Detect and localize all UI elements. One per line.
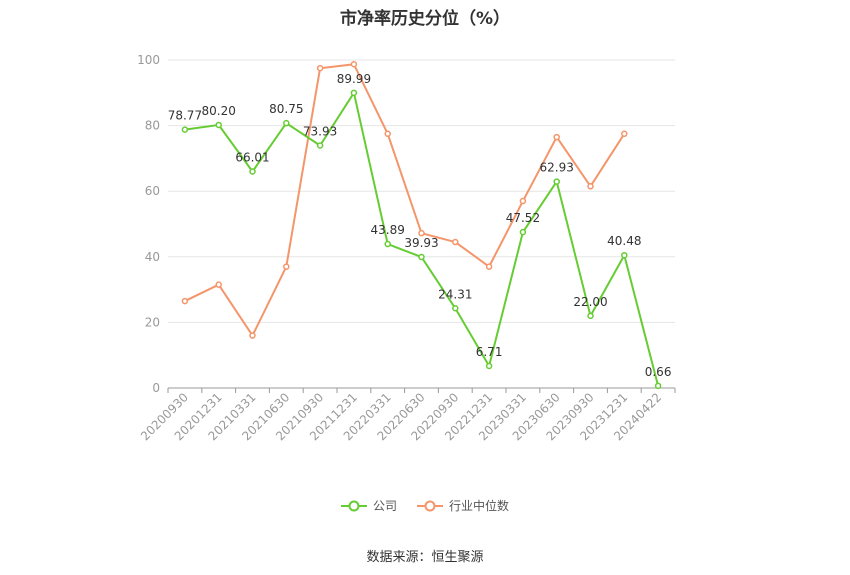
company-data-label: 22.00 (573, 295, 607, 309)
company-data-label: 24.31 (438, 287, 472, 301)
company-data-label: 0.66 (645, 365, 672, 379)
industry-median-data-point (283, 263, 290, 270)
industry-median-data-point (181, 297, 189, 305)
company-data-point (553, 178, 560, 185)
company-data-point (587, 312, 594, 320)
legend-item-industry-median[interactable]: 行业中位数 (417, 497, 509, 514)
legend-company-marker-icon (340, 500, 367, 511)
company-data-label: 40.48 (607, 234, 641, 248)
industry-median-data-point (553, 133, 560, 141)
company-data-label: 78.77 (168, 109, 202, 123)
company-data-label: 39.93 (404, 236, 438, 250)
company-data-point (215, 121, 222, 129)
y-tick-label: 20 (145, 315, 160, 329)
company-data-label: 73.93 (303, 125, 337, 139)
company-data-point (621, 251, 628, 259)
series-lines (181, 61, 662, 390)
company-data-point (519, 228, 527, 236)
industry-median-data-point (485, 263, 493, 270)
legend-industry-label: 行业中位数 (449, 499, 510, 513)
company-data-point (418, 253, 425, 261)
source-note: 数据来源：恒生聚源 (366, 550, 484, 565)
company-data-label: 43.89 (371, 223, 405, 237)
grid-lines (168, 59, 675, 323)
industry-median-data-point (350, 61, 358, 68)
chart-title: 市净率历史分位（%） (339, 9, 511, 29)
industry-median-data-point (316, 64, 324, 72)
company-data-point (384, 240, 391, 248)
company-data-point (316, 142, 324, 149)
company-data-label: 80.20 (202, 104, 236, 118)
company-data-point (654, 382, 662, 390)
legend-industry-marker-icon (417, 500, 443, 511)
industry-median-data-point (519, 197, 527, 205)
industry-median-data-point (587, 183, 594, 190)
industry-median-data-point (452, 238, 459, 246)
company-data-point (485, 362, 493, 370)
industry-median-data-point (418, 229, 425, 237)
industry-median-data-point (215, 281, 222, 288)
y-tick-label: 100 (137, 53, 160, 67)
legend-company-label: 公司 (372, 499, 397, 513)
company-data-point (249, 168, 256, 175)
industry-median-series-line (184, 63, 626, 337)
company-data-point (350, 89, 358, 97)
y-tick-label: 0 (152, 381, 160, 395)
company-data-point (452, 305, 459, 312)
company-data-label: 89.99 (337, 72, 371, 86)
industry-median-data-point (384, 130, 391, 138)
legend: 公司 行业中位数 (0, 497, 850, 514)
company-data-label: 80.75 (269, 102, 303, 116)
company-data-label: 6.71 (476, 345, 503, 359)
company-data-point (283, 119, 290, 127)
y-tick-label: 60 (145, 184, 160, 198)
company-data-point (181, 126, 189, 133)
company-data-label: 66.01 (235, 150, 269, 164)
industry-median-data-point (621, 130, 628, 138)
y-tick-label: 40 (145, 250, 160, 264)
line-chart: 0204060801002020093020201231202103312021… (137, 53, 676, 443)
company-data-label: 47.52 (506, 211, 540, 225)
legend-item-company[interactable]: 公司 (340, 497, 397, 514)
company-data-label: 62.93 (540, 161, 574, 175)
y-tick-label: 80 (145, 119, 160, 133)
industry-median-data-point (249, 332, 256, 339)
